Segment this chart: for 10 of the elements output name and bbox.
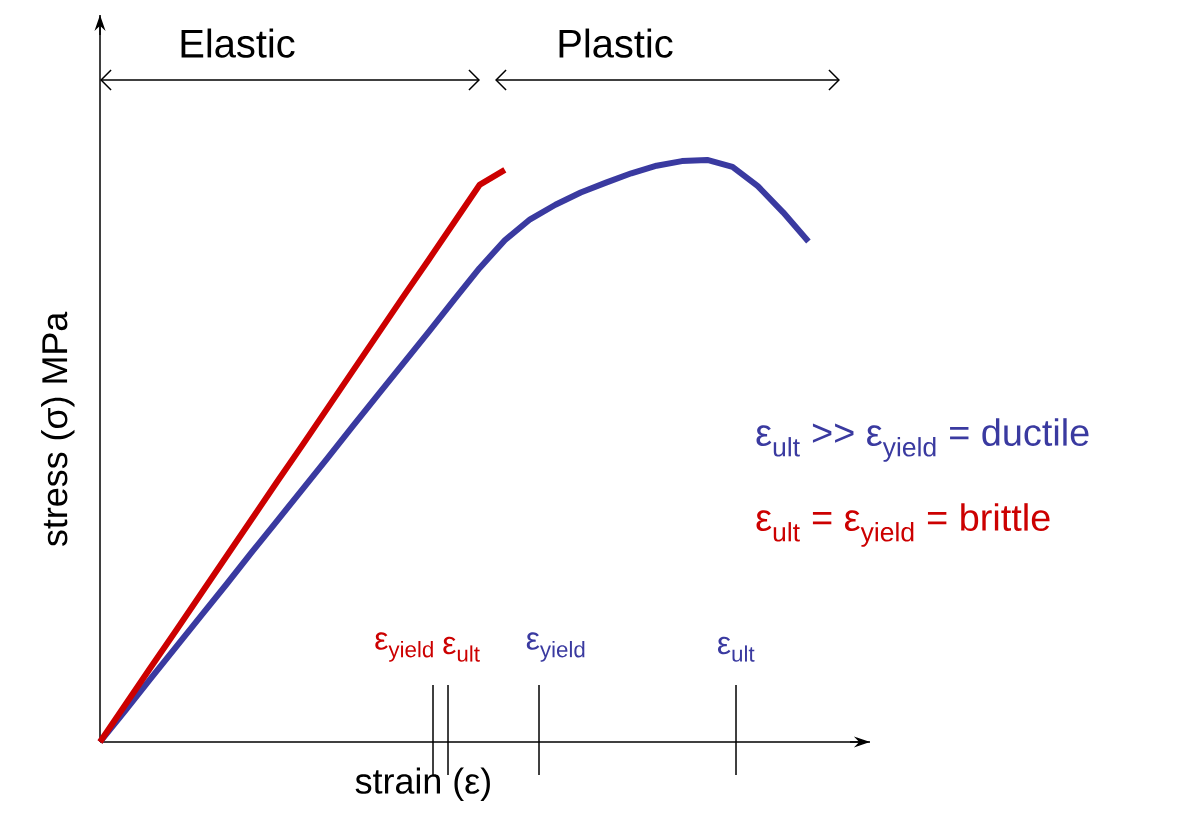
annotation: ε$_{ult}$ >> ε$_{yield}$ = ductile	[756, 418, 1089, 462]
annotation: ε$_{ult}$	[443, 636, 480, 662]
annotation: ε$_{yield}$	[375, 632, 433, 662]
x-axis-title: strain (ε)	[355, 767, 490, 801]
text: Plastic	[559, 28, 673, 58]
y-axis-title: stress (σ) MPa	[41, 311, 75, 547]
annotation: ε$_{yield}$	[526, 632, 585, 662]
annotation: ε$_{ult}$	[717, 636, 755, 662]
text: Elastic	[181, 28, 295, 58]
annotation: ε$_{ult}$ = ε$_{yield}$ = brittle	[756, 503, 1050, 547]
